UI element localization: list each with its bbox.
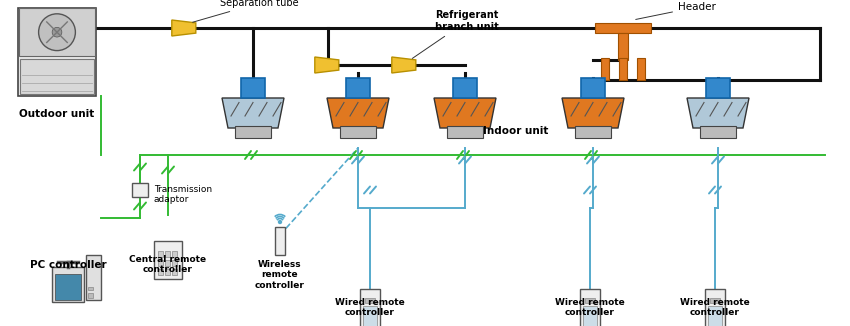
- Bar: [700, 126, 736, 138]
- Circle shape: [52, 27, 62, 37]
- Text: Wired remote
controller: Wired remote controller: [335, 298, 405, 318]
- Bar: [705, 289, 725, 326]
- Bar: [158, 260, 163, 266]
- Bar: [86, 255, 101, 300]
- Bar: [595, 23, 651, 33]
- Circle shape: [38, 14, 76, 51]
- Bar: [165, 260, 170, 266]
- Bar: [360, 289, 380, 326]
- Bar: [172, 251, 177, 257]
- Bar: [346, 78, 370, 98]
- Polygon shape: [392, 57, 416, 73]
- Bar: [637, 58, 645, 80]
- Text: Indoor unit: Indoor unit: [483, 126, 548, 136]
- Bar: [172, 260, 177, 266]
- Bar: [708, 306, 722, 326]
- Polygon shape: [562, 98, 624, 128]
- Text: Separation tube: Separation tube: [193, 0, 298, 22]
- Bar: [165, 269, 170, 275]
- Bar: [618, 33, 628, 60]
- Polygon shape: [327, 98, 389, 128]
- Polygon shape: [687, 98, 749, 128]
- Bar: [20, 59, 94, 94]
- Bar: [158, 269, 163, 275]
- Bar: [585, 298, 595, 303]
- Text: Outdoor unit: Outdoor unit: [20, 109, 94, 119]
- Text: Header: Header: [636, 2, 716, 20]
- Bar: [575, 126, 611, 138]
- Bar: [453, 78, 477, 98]
- Bar: [165, 251, 170, 257]
- Bar: [132, 183, 148, 197]
- Polygon shape: [314, 57, 339, 73]
- Text: Wired remote
controller: Wired remote controller: [555, 298, 625, 318]
- Bar: [619, 58, 627, 80]
- Bar: [88, 293, 93, 298]
- Bar: [158, 251, 163, 257]
- Text: Wired remote
controller: Wired remote controller: [680, 298, 750, 318]
- Text: Transmission
adaptor: Transmission adaptor: [154, 185, 212, 204]
- Text: Refrigerant
branch unit: Refrigerant branch unit: [412, 10, 499, 58]
- Bar: [52, 267, 84, 302]
- Polygon shape: [172, 20, 196, 36]
- Text: Central remote
controller: Central remote controller: [129, 255, 207, 274]
- Polygon shape: [434, 98, 496, 128]
- Bar: [19, 8, 95, 56]
- Bar: [55, 274, 81, 300]
- Bar: [583, 306, 597, 326]
- Bar: [235, 126, 271, 138]
- Bar: [172, 269, 177, 275]
- Bar: [18, 8, 96, 96]
- Bar: [363, 306, 377, 326]
- Text: PC controller: PC controller: [30, 260, 106, 270]
- Bar: [447, 126, 483, 138]
- Bar: [241, 78, 265, 98]
- Polygon shape: [222, 98, 284, 128]
- Bar: [365, 298, 375, 303]
- Bar: [706, 78, 730, 98]
- Bar: [275, 227, 285, 255]
- Text: Wireless
remote
controller: Wireless remote controller: [255, 260, 305, 290]
- Bar: [154, 241, 182, 279]
- Bar: [580, 289, 600, 326]
- Bar: [710, 298, 720, 303]
- Bar: [88, 287, 93, 290]
- Bar: [601, 58, 609, 80]
- Bar: [340, 126, 376, 138]
- Circle shape: [279, 220, 281, 224]
- Bar: [581, 78, 605, 98]
